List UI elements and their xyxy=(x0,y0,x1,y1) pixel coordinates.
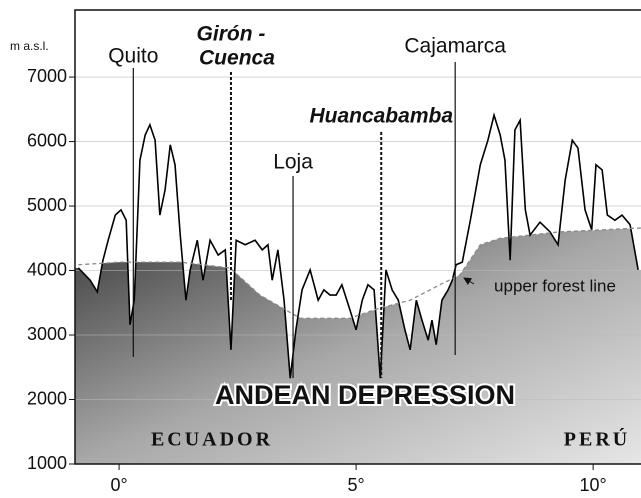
y-tick-label: 4000 xyxy=(27,259,67,279)
x-tick-label: 10° xyxy=(580,475,607,495)
region-label: ANDEAN DEPRESSION xyxy=(215,380,515,410)
forest-area xyxy=(75,227,641,464)
country-label: PERÚ xyxy=(564,427,630,451)
y-tick-label: 1000 xyxy=(27,453,67,473)
y-tick-label: 2000 xyxy=(27,388,67,408)
forest-line-arrow xyxy=(463,277,475,286)
plot-frame xyxy=(74,9,641,465)
y-axis-label: m a.s.l. xyxy=(10,39,49,53)
annotation-label: Loja xyxy=(273,151,313,174)
series-line xyxy=(78,227,641,319)
forest-line-label: upper forest line xyxy=(494,276,616,295)
annotation-label: Cajamarca xyxy=(404,35,506,58)
y-tick-label: 5000 xyxy=(27,195,67,215)
annotation-label: Girón - xyxy=(197,23,266,46)
series-line xyxy=(77,112,639,379)
y-tick-label: 7000 xyxy=(27,66,67,86)
annotation-label: Huancabamba xyxy=(309,105,453,128)
x-tick-label: 5° xyxy=(347,475,364,495)
profile-mask xyxy=(75,10,641,379)
y-tick-label: 6000 xyxy=(27,130,67,150)
annotation-label: Cuenca xyxy=(199,47,275,70)
y-tick-label: 3000 xyxy=(27,324,67,344)
annotation-label: Quito xyxy=(108,45,158,68)
country-label: ECUADOR xyxy=(151,429,273,451)
x-tick-label: 0° xyxy=(110,475,127,495)
